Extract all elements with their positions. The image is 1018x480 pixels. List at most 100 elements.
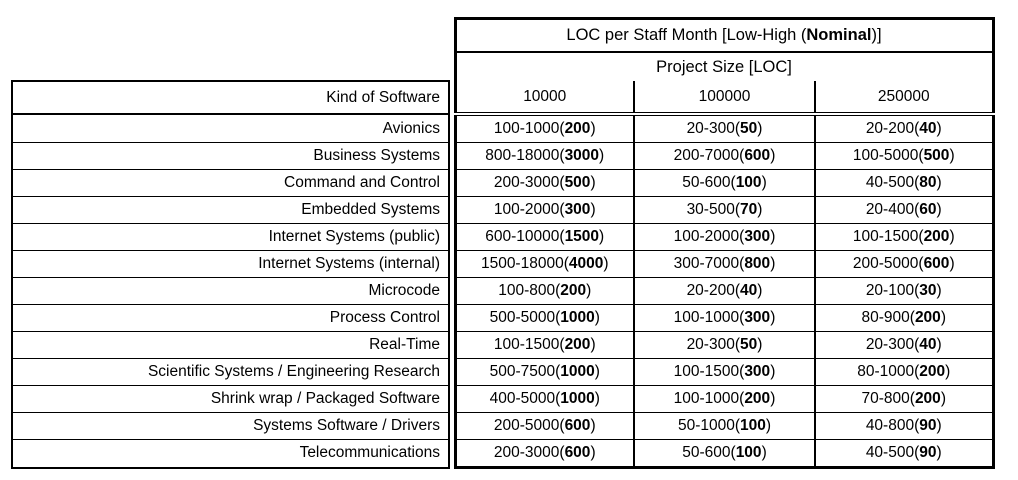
kind-of-software-header: Kind of Software (11, 80, 450, 115)
column-gap (449, 142, 455, 170)
row-label: Process Control (11, 304, 450, 332)
table-row: Avionics 100-1000(200) 20-300(50) 20-200… (11, 113, 995, 143)
column-gap (449, 169, 455, 197)
table-row: Real-Time 100-1500(200) 20-300(50) 20-30… (11, 331, 995, 359)
value-cell-size-250000: 40-500(80) (814, 169, 995, 197)
low-high-range: 100-1000( (673, 390, 745, 407)
nominal-value: 50 (740, 336, 758, 353)
title-row: LOC per Staff Month [Low-High (Nominal)] (12, 17, 995, 53)
row-label: Microcode (11, 277, 450, 305)
value-cell-size-250000: 70-800(200) (814, 385, 995, 413)
low-high-range: 20-200( (865, 120, 920, 137)
close-paren: ) (765, 417, 772, 434)
row-label: Internet Systems (public) (11, 223, 450, 251)
low-high-range: 20-300( (686, 336, 740, 353)
close-paren: ) (949, 147, 955, 164)
low-high-range: 80-900( (861, 309, 915, 326)
value-cell-size-100000: 30-500(70) (633, 196, 816, 224)
low-high-range: 200-3000( (493, 174, 565, 191)
close-paren: ) (936, 201, 942, 218)
empty-top-left-area (12, 18, 449, 52)
row-label: Command and Control (11, 169, 450, 197)
column-gap (449, 412, 455, 440)
value-cell-size-250000: 80-900(200) (814, 304, 995, 332)
table-row: Scientific Systems / Engineering Researc… (11, 358, 995, 386)
nominal-value: 100 (735, 444, 762, 461)
close-paren: ) (599, 228, 605, 245)
low-high-range: 600-10000( (485, 228, 565, 245)
low-high-range: 40-500( (865, 174, 920, 191)
row-label: Scientific Systems / Engineering Researc… (11, 358, 450, 386)
size-header-10000: 10000 (453, 81, 635, 116)
low-high-range: 800-18000( (485, 147, 565, 164)
value-cell-size-250000: 40-500(90) (814, 439, 995, 469)
column-gap (449, 304, 455, 332)
close-paren: ) (770, 363, 776, 380)
low-high-range: 100-1500( (852, 228, 924, 245)
value-cell-size-100000: 20-300(50) (633, 331, 816, 359)
close-paren: ) (936, 174, 942, 191)
table-row: Embedded Systems 100-2000(300) 30-500(70… (11, 196, 995, 224)
close-paren: ) (594, 309, 600, 326)
column-gap (449, 223, 455, 251)
value-cell-size-250000: 100-1500(200) (814, 223, 995, 251)
close-paren: ) (945, 363, 951, 380)
row-label: Internet Systems (internal) (11, 250, 450, 278)
nominal-value: 40 (919, 120, 937, 137)
nominal-value: 90 (919, 444, 937, 461)
value-cell-size-250000: 20-400(60) (814, 196, 995, 224)
loc-productivity-table: LOC per Staff Month [Low-High (Nominal)]… (11, 17, 995, 469)
nominal-value: 200 (564, 336, 591, 353)
close-paren: ) (761, 444, 767, 461)
nominal-value: 300 (744, 228, 771, 245)
close-paren: ) (770, 390, 776, 407)
close-paren: ) (936, 417, 942, 434)
row-label: Shrink wrap / Packaged Software (11, 385, 450, 413)
close-paren: ) (936, 282, 942, 299)
close-paren: ) (949, 228, 955, 245)
nominal-value: 500 (564, 174, 591, 191)
column-header-row: Kind of Software 10000 100000 250000 (11, 80, 995, 116)
low-high-range: 100-1000( (493, 120, 565, 137)
low-high-range: 20-100( (865, 282, 920, 299)
column-gap (449, 81, 455, 114)
close-paren: ) (590, 120, 596, 137)
close-paren: ) (594, 363, 600, 380)
nominal-value: 1000 (560, 309, 595, 326)
value-cell-size-250000: 100-5000(500) (814, 142, 995, 170)
close-paren: ) (770, 309, 776, 326)
column-gap (449, 277, 455, 305)
low-high-range: 200-5000( (493, 417, 565, 434)
table-title: LOC per Staff Month [Low-High (Nominal)] (453, 17, 995, 53)
table-row: Internet Systems (internal) 1500-18000(4… (11, 250, 995, 278)
value-cell-size-250000: 40-800(90) (814, 412, 995, 440)
column-gap (449, 52, 455, 81)
nominal-value: 500 (923, 147, 950, 164)
value-cell-size-100000: 200-7000(600) (633, 142, 816, 170)
value-cell-size-10000: 600-10000(1500) (453, 223, 635, 251)
close-paren: ) (757, 120, 763, 137)
nominal-value: 200 (914, 309, 941, 326)
low-high-range: 200-3000( (493, 444, 565, 461)
low-high-range: 100-1500( (493, 336, 565, 353)
low-high-range: 500-5000( (489, 309, 561, 326)
value-cell-size-10000: 200-3000(600) (453, 439, 635, 469)
value-cell-size-100000: 300-7000(800) (633, 250, 816, 278)
size-header-100000: 100000 (633, 81, 816, 116)
table-body: Avionics 100-1000(200) 20-300(50) 20-200… (11, 113, 995, 469)
column-gap (449, 385, 455, 413)
value-cell-size-10000: 500-7500(1000) (453, 358, 635, 386)
table-row: Command and Control 200-3000(500) 50-600… (11, 169, 995, 197)
close-paren: ) (770, 228, 776, 245)
row-label: Embedded Systems (11, 196, 450, 224)
table-row: Shrink wrap / Packaged Software 400-5000… (11, 385, 995, 413)
nominal-value: 200 (744, 390, 771, 407)
close-paren: ) (940, 309, 946, 326)
nominal-value: 1000 (560, 390, 595, 407)
row-label: Real-Time (11, 331, 450, 359)
nominal-value: 300 (744, 363, 771, 380)
nominal-value: 40 (919, 336, 937, 353)
nominal-value: 300 (744, 309, 771, 326)
row-label: Telecommunications (11, 439, 450, 469)
close-paren: ) (936, 444, 942, 461)
